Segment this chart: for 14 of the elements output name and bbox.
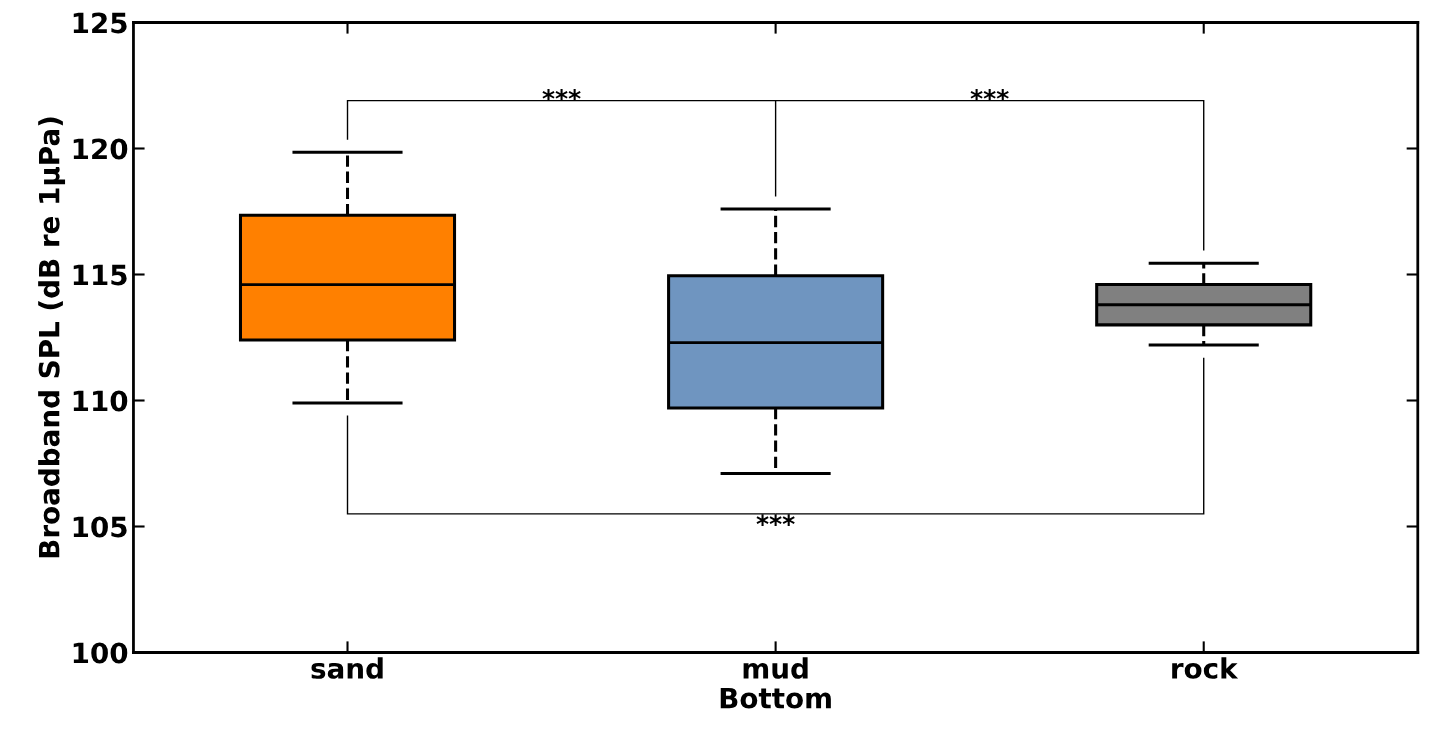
x-axis-title: Bottom: [720, 687, 831, 709]
y-tick-label: 105: [73, 516, 127, 538]
y-tick-label: 100: [73, 642, 128, 664]
y-tick-label: 125: [73, 12, 127, 34]
x-tick-label: mud: [743, 657, 808, 679]
x-tick-label: rock: [1172, 657, 1239, 679]
annotation: ***: [756, 514, 795, 526]
y-tick-label: 110: [73, 390, 128, 412]
y-tick-label: 115: [73, 264, 127, 286]
annotation: ***: [542, 88, 581, 101]
annotation: ***: [970, 88, 1009, 101]
x-tick-label: sand: [311, 657, 383, 679]
y-axis-title: Broadband SPL (dB re 1µPa): [38, 117, 66, 558]
y-tick-label: 120: [73, 138, 128, 160]
